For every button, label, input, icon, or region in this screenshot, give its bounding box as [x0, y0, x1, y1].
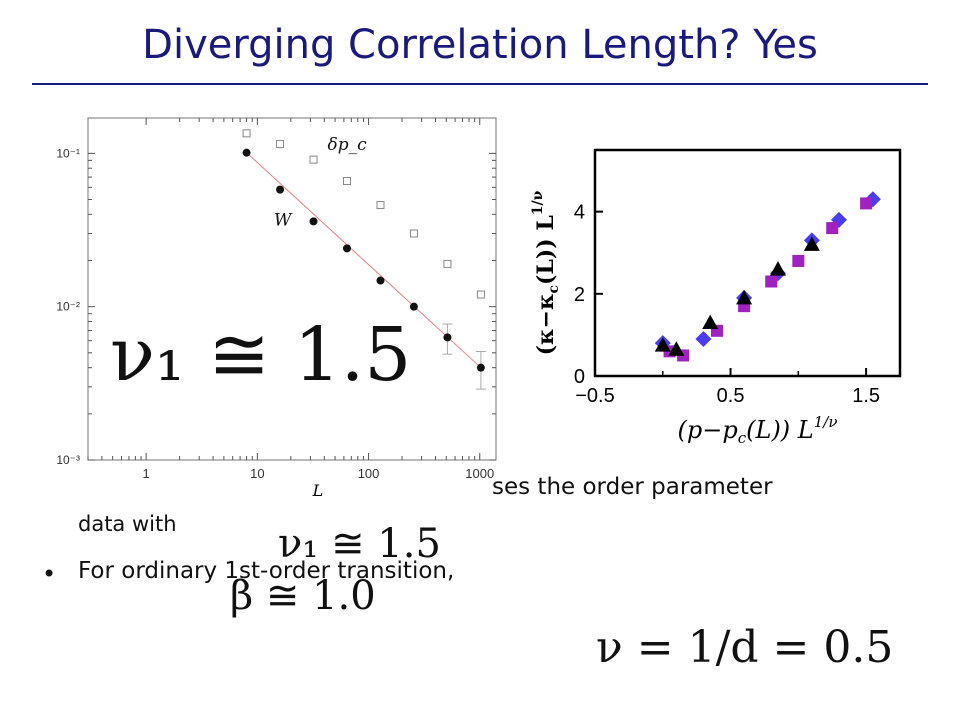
bullet-dot: •	[42, 560, 57, 588]
delta-pc-point	[443, 259, 452, 268]
x-tick-label: 10	[250, 466, 264, 481]
y-tick-label: 10⁻²	[56, 300, 80, 314]
scaling-collapse-plot: −0.5 0.5 1.5 0 2 4 (p−pc(L)) L1/ν (κ−κc(L)) L1/…	[530, 148, 902, 447]
slide-title: Diverging Correlation Length? Yes	[142, 22, 818, 68]
data-with-text: data with	[78, 512, 177, 536]
w-point	[276, 185, 285, 194]
delta-pc-point	[376, 201, 385, 210]
triangle-point	[654, 337, 671, 352]
order-parameter-text: ses the order parameter	[492, 474, 773, 500]
w-point	[443, 333, 452, 342]
plot-frame	[87, 117, 497, 461]
y-tick-label: 0	[574, 366, 585, 388]
square-point	[792, 254, 805, 267]
square-point	[860, 197, 873, 210]
triangle-point	[702, 314, 719, 329]
x-tick-label: 1.5	[852, 385, 880, 407]
first-order-text: For ordinary 1st-order transition,	[78, 558, 455, 584]
x-axis-label: (p−pc(L)) L1/ν	[678, 413, 838, 447]
y-tick-label: 10⁻³	[56, 453, 80, 467]
title-divider	[32, 83, 928, 85]
nu1-large-equation: ν₁ ≅ 1.5	[110, 312, 412, 398]
w-point	[409, 302, 418, 311]
x-tick-label: 1	[143, 466, 150, 481]
x-tick-label: 100	[358, 466, 380, 481]
triangle-point	[668, 341, 685, 356]
nu1-small-equation: ν₁ ≅ 1.5	[278, 521, 441, 567]
x-tick-label: −0.5	[575, 385, 614, 407]
w-point	[476, 363, 485, 372]
width-scaling-plot: 1 10 100 1000 10⁻³ 10⁻² 10⁻¹ Lδp_c W	[56, 117, 497, 500]
delta-pc-point	[309, 155, 318, 164]
nu-d-equation: ν = 1/d = 0.5	[596, 622, 894, 673]
beta-equation: β ≅ 1.0	[230, 573, 376, 619]
y-tick-label: 10⁻¹	[56, 146, 80, 160]
diamond-point	[831, 211, 847, 228]
triangle-point	[770, 261, 786, 276]
triangle-point	[736, 289, 753, 305]
delta-pc-point	[409, 229, 418, 238]
square-point	[765, 275, 778, 288]
triangle-point	[803, 236, 820, 251]
x-axis-label: L	[312, 481, 324, 500]
w-label: W	[274, 211, 293, 231]
x-tick-label: 1000	[465, 466, 494, 481]
delta-pc-point	[342, 177, 351, 186]
fit-line	[246, 152, 482, 369]
w-point	[309, 217, 318, 226]
delta-pc-point	[276, 140, 285, 149]
x-tick-label: 0.5	[717, 385, 745, 407]
delta-pc-point	[476, 290, 485, 299]
delta-pc-point	[242, 129, 251, 138]
y-tick-label: 4	[574, 202, 585, 224]
y-axis-label: (κ−κc(L)) L1/ν	[530, 190, 562, 355]
w-point	[376, 276, 385, 285]
y-tick-label: 2	[574, 284, 585, 306]
square-point	[826, 222, 839, 235]
w-point	[342, 244, 351, 253]
plot-frame	[593, 148, 902, 378]
w-point	[242, 148, 251, 157]
diamond-point	[695, 331, 712, 348]
delta-pc-label: δp_c	[328, 135, 368, 155]
